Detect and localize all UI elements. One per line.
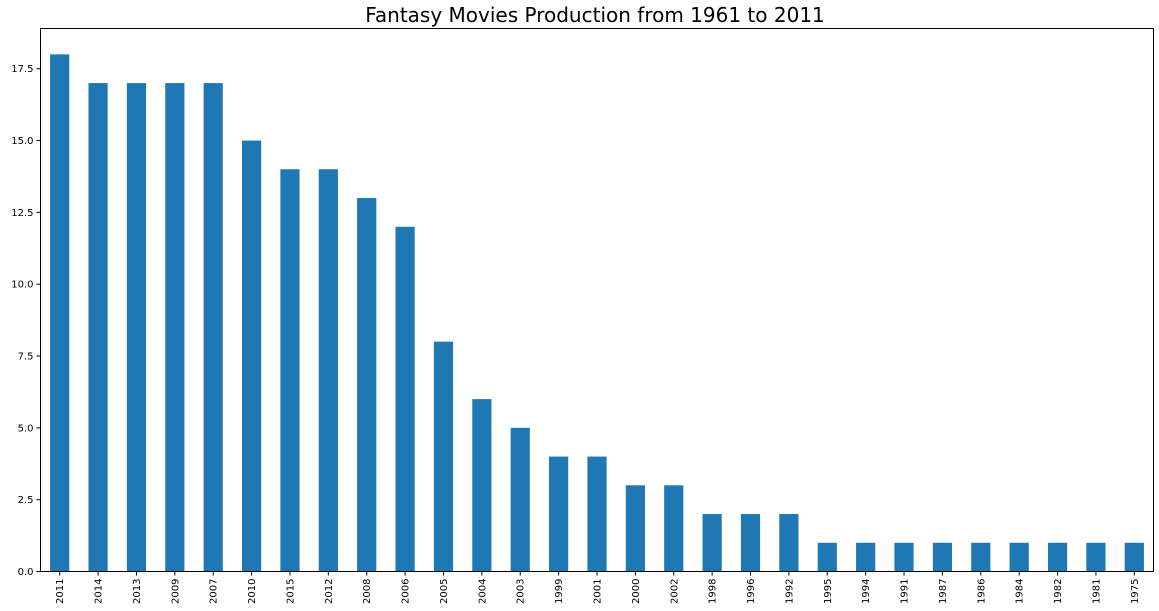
bar-1991 — [894, 542, 914, 572]
plot-frame — [40, 28, 1154, 572]
bar-2006 — [395, 226, 415, 572]
x-tick-label: 1996 — [746, 579, 757, 604]
x-tick-label: 2001 — [593, 579, 604, 604]
x-tick-label: 2015 — [285, 579, 296, 604]
x-tick-label: 1991 — [900, 579, 911, 604]
x-tick-label: 2012 — [324, 579, 335, 604]
bar-2001 — [587, 456, 607, 572]
x-tick-label: 1994 — [861, 579, 872, 604]
x-axis: 2011 2014 2013 2009 2007 2010 2015 2012 2008 2006… — [55, 571, 1141, 604]
x-tick-label: 2008 — [362, 579, 373, 604]
bars-layer — [50, 54, 1144, 572]
x-tick-label: 2002 — [669, 579, 680, 604]
x-tick-label: 2014 — [94, 579, 105, 604]
x-tick-label: 1995 — [823, 579, 834, 604]
bar-1996 — [740, 514, 761, 572]
x-tick-label: 2007 — [209, 579, 220, 604]
bar-2005 — [433, 341, 454, 572]
bar-1986 — [971, 542, 991, 572]
bar-2007 — [203, 83, 223, 572]
bar-2012 — [318, 169, 338, 572]
bar-1994 — [856, 542, 876, 572]
bar-2000 — [625, 485, 645, 572]
y-axis: 0.0 2.5 5.0 7.5 10.0 12.5 15.0 17.5 — [11, 64, 41, 578]
bar-2002 — [664, 485, 684, 572]
y-tick-label: 7.5 — [18, 352, 34, 363]
y-tick-label: 2.5 — [18, 495, 34, 506]
y-tick-label: 15.0 — [11, 136, 33, 147]
bar-2004 — [472, 399, 492, 572]
x-tick-label: 1987 — [938, 579, 949, 604]
x-tick-label: 1986 — [976, 579, 987, 604]
x-tick-label: 2010 — [247, 579, 258, 604]
x-tick-label: 2009 — [170, 579, 181, 604]
bar-1999 — [549, 456, 569, 572]
y-tick-label: 17.5 — [11, 64, 33, 75]
y-tick-label: 5.0 — [18, 423, 34, 434]
x-tick-label: 2003 — [516, 579, 527, 604]
bar-2011 — [50, 54, 70, 572]
bar-1987 — [932, 542, 953, 572]
x-tick-label: 1982 — [1053, 579, 1064, 604]
y-tick-label: 0.0 — [18, 567, 34, 578]
bar-1984 — [1009, 542, 1029, 572]
x-tick-label: 2011 — [55, 579, 66, 604]
bar-1981 — [1086, 542, 1106, 572]
bar-1992 — [779, 514, 799, 572]
x-tick-label: 1975 — [1130, 579, 1141, 604]
y-tick-label: 10.0 — [11, 280, 33, 291]
x-tick-label: 2006 — [401, 579, 412, 604]
x-tick-label: 1999 — [554, 579, 565, 604]
bar-2010 — [241, 140, 262, 572]
bar-2008 — [357, 198, 377, 572]
x-tick-label: 1998 — [708, 579, 719, 604]
bar-2014 — [88, 83, 108, 572]
y-tick-label: 12.5 — [11, 208, 33, 219]
x-tick-label: 2005 — [439, 579, 450, 604]
bar-1975 — [1124, 542, 1144, 572]
chart-title: Fantasy Movies Production from 1961 to 2… — [365, 3, 825, 27]
bar-1982 — [1047, 542, 1068, 572]
x-tick-label: 2013 — [132, 579, 143, 604]
bar-1995 — [817, 542, 837, 572]
bar-2003 — [510, 427, 530, 572]
bar-2015 — [280, 169, 300, 572]
x-tick-label: 1992 — [784, 579, 795, 604]
x-tick-label: 2004 — [477, 579, 488, 604]
x-tick-label: 1984 — [1015, 578, 1026, 603]
x-tick-label: 1981 — [1091, 579, 1102, 604]
bar-2013 — [126, 83, 147, 572]
bar-2009 — [165, 83, 185, 572]
bar-1998 — [702, 514, 722, 572]
x-tick-label: 2000 — [631, 579, 642, 604]
